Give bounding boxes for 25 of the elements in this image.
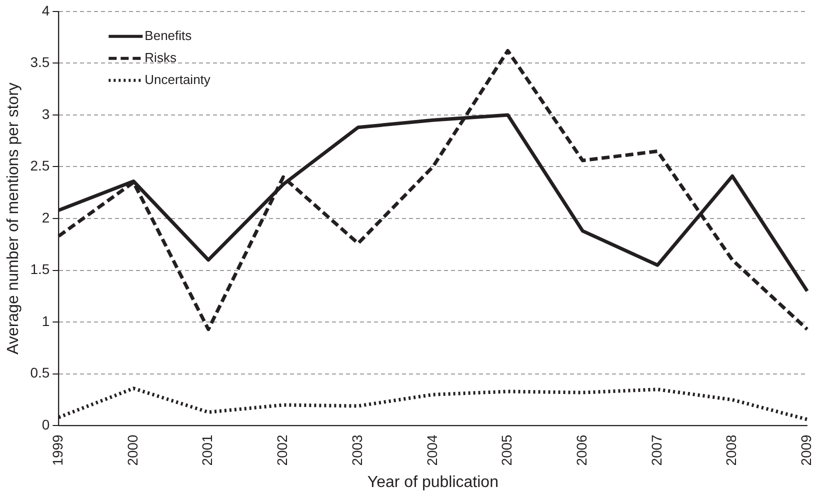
x-tick-label: 2001 [199, 434, 216, 466]
x-axis-title: Year of publication [367, 474, 498, 491]
y-tick-label: 1.5 [30, 261, 50, 278]
x-tick-label: 2000 [124, 434, 140, 466]
y-tick-label: 2 [42, 209, 50, 226]
x-tick-label: 2008 [723, 434, 740, 466]
legend-label: Uncertainty [144, 72, 211, 87]
x-tick-label: 2009 [798, 434, 814, 466]
y-tick-label: 0 [42, 416, 50, 433]
x-tick-label: 2005 [498, 434, 515, 466]
legend-label: Benefits [144, 28, 192, 43]
y-tick-label: 4 [42, 2, 50, 18]
y-tick-label: 1 [42, 312, 50, 329]
y-tick-label: 3 [42, 106, 50, 122]
y-tick-label: 2.5 [30, 158, 50, 174]
x-tick-label: 2003 [348, 434, 365, 466]
x-tick-label: 2004 [424, 434, 440, 466]
y-tick-label: 3.5 [30, 54, 50, 70]
legend-label: Risks [144, 50, 177, 65]
y-tick-label: 0.5 [30, 364, 50, 381]
x-tick-label: 2006 [574, 434, 590, 466]
x-tick-label: 2007 [648, 434, 664, 466]
x-tick-label: 1999 [50, 434, 66, 466]
y-axis-title: Average number of mentions per story [5, 82, 22, 354]
x-tick-label: 2002 [274, 434, 290, 466]
